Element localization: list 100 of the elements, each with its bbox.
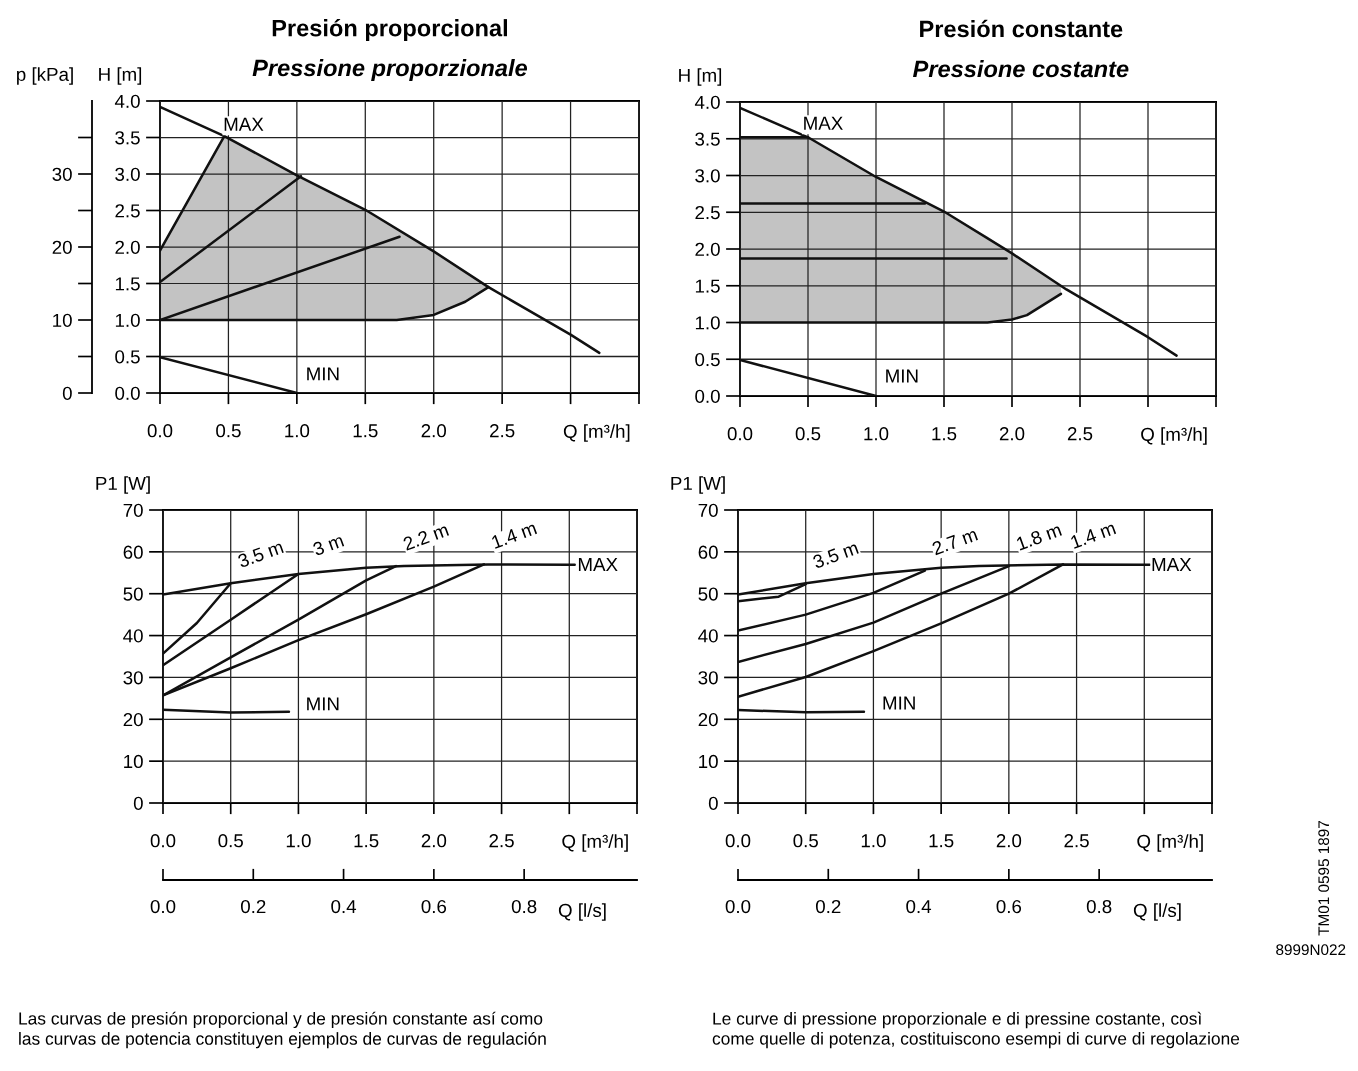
y-tick-label: 20 [698, 712, 718, 727]
y2-tick-label: 10 [53, 313, 72, 327]
x2-tick-label: 0.6 [421, 899, 447, 914]
text: Le curve di pressione proporzionale e di pressine costante, così come quelle di potenza, costituiscono esempi di curve di regolazione [712, 1011, 1240, 1049]
x2-axis-title: Q [l/s] [558, 903, 606, 921]
y-tick-label: 30 [123, 671, 143, 685]
annotation: MAX [804, 116, 843, 130]
y-tick-label: 10 [699, 754, 718, 769]
x-tick-label: 0.0 [150, 834, 176, 848]
annotation: MIN [307, 697, 339, 711]
y-axis-title: H [m] [679, 68, 722, 86]
y-tick-label: 1.5 [695, 279, 720, 293]
x-axis-title: Q [m³/h] [1137, 834, 1203, 852]
x-tick-label: 0.5 [216, 424, 241, 438]
y-tick-label: 50 [698, 587, 718, 601]
x-tick-label: 2.0 [421, 834, 447, 848]
x2-axis-title: Q [l/s] [1133, 903, 1181, 921]
y-tick-label: 1.5 [115, 277, 140, 291]
x2-tick-label: 0.2 [815, 899, 841, 914]
x-tick-label: 0.5 [795, 427, 821, 441]
text: 1.8 m [1015, 522, 1063, 551]
x-tick-label: 1.5 [932, 427, 957, 441]
x-tick-label: 2.5 [489, 834, 514, 848]
y-tick-label: 60 [698, 545, 718, 559]
x-axis-title: Q [m³/h] [563, 424, 630, 442]
x-axis-title: Q [m³/h] [1141, 427, 1207, 445]
text: 1.4 m [1070, 521, 1117, 549]
chart-title: Presión proporcional [272, 18, 507, 42]
x-tick-label: 0.0 [725, 834, 751, 848]
text: 2.2 m [402, 522, 450, 551]
y-tick-label: 0 [133, 796, 143, 810]
x-tick-label: 1.5 [353, 424, 378, 438]
x2-tick-label: 0.2 [240, 899, 266, 914]
y-tick-label: 3.5 [115, 131, 140, 145]
y-axis-title: P1 [W] [671, 476, 725, 494]
x2-tick-label: 0.8 [511, 899, 537, 914]
annotation: MAX [224, 117, 264, 131]
y2-tick-label: 30 [52, 167, 72, 181]
y-tick-label: 2.5 [115, 204, 140, 218]
x-tick-label: 0.5 [218, 834, 243, 848]
y-tick-label: 0.5 [695, 352, 720, 367]
chart-subtitle: Pressione proporzionale [252, 59, 528, 81]
text: TM01 0595 1897 [1318, 821, 1330, 936]
x-tick-label: 1.0 [864, 427, 889, 441]
x-tick-label: 1.0 [861, 834, 886, 848]
annotation: MIN [883, 696, 915, 710]
y-tick-label: 0.5 [115, 350, 140, 364]
y-tick-label: 70 [698, 503, 718, 517]
x-tick-label: 1.0 [285, 424, 310, 438]
y-tick-label: 2.0 [115, 240, 140, 254]
text: 3.5 m [237, 540, 284, 568]
text: Las curvas de presión proporcional y de presión constante así como las curvas de potencia constituyen ejemplos de curvas de regulación [19, 1011, 546, 1049]
y-tick-label: 0.0 [115, 386, 140, 400]
y-tick-label: 3.5 [695, 132, 720, 146]
annotation: MIN [886, 369, 918, 383]
x2-tick-label: 0.0 [725, 899, 751, 914]
y-tick-label: 4.0 [114, 94, 140, 108]
y-axis-title: H [m] [99, 67, 142, 85]
y2-tick-label: 20 [52, 240, 72, 254]
x2-tick-label: 0.0 [150, 899, 176, 914]
text: 3 m [312, 533, 345, 557]
x-tick-label: 1.5 [929, 834, 954, 848]
y-tick-label: 30 [698, 671, 718, 685]
x2-tick-label: 0.8 [1086, 899, 1112, 914]
y-tick-label: 0 [708, 796, 718, 810]
text: 1.4 m [491, 521, 538, 549]
y-tick-label: 2.5 [695, 205, 720, 220]
x-tick-label: 0.0 [147, 424, 173, 438]
y-tick-label: 4.0 [694, 95, 720, 109]
x-tick-label: 2.0 [999, 427, 1025, 441]
x-tick-label: 0.5 [793, 834, 818, 848]
y-tick-label: 3.0 [695, 169, 720, 183]
x-axis-title: Q [m³/h] [562, 834, 628, 852]
y-tick-label: 1.0 [115, 313, 140, 327]
y-tick-label: 60 [123, 545, 143, 559]
annotation: MAX [1152, 558, 1192, 571]
y-tick-label: 1.0 [695, 316, 720, 330]
annotation: MIN [307, 367, 339, 381]
x2-tick-label: 0.6 [996, 899, 1022, 914]
text: 8999N022 [1276, 944, 1346, 956]
y-tick-label: 2.0 [695, 242, 720, 256]
chart-title: Presión constante [920, 19, 1123, 38]
text: 3.5 m [812, 540, 859, 569]
x-tick-label: 2.5 [490, 424, 515, 438]
x-tick-label: 2.0 [421, 424, 447, 438]
x-tick-label: 1.5 [354, 834, 379, 848]
x-tick-label: 1.0 [286, 834, 311, 848]
y-tick-label: 10 [124, 754, 143, 769]
y-tick-label: 40 [698, 629, 718, 643]
y-tick-label: 70 [123, 503, 143, 517]
y2-axis-title: p [kPa] [17, 67, 73, 85]
text: 2.7 m [931, 527, 978, 556]
y-tick-label: 40 [123, 629, 143, 643]
chart-subtitle: Pressione costante [913, 60, 1129, 78]
x2-tick-label: 0.4 [331, 899, 357, 914]
y2-tick-label: 0 [62, 386, 72, 400]
x-tick-label: 2.0 [996, 834, 1022, 848]
x2-tick-label: 0.4 [906, 899, 932, 914]
x-tick-label: 2.5 [1067, 427, 1093, 441]
y-tick-label: 0.0 [695, 389, 720, 403]
